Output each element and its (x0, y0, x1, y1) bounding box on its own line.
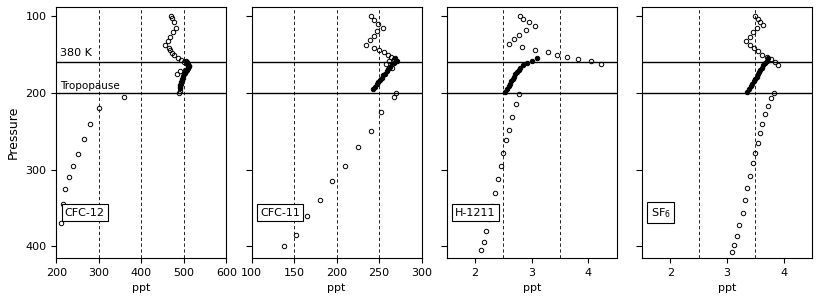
Text: CFC-12: CFC-12 (65, 208, 105, 218)
Text: Tropopause: Tropopause (60, 81, 120, 91)
Text: CFC-11: CFC-11 (260, 208, 300, 218)
X-axis label: ppt: ppt (328, 283, 346, 293)
X-axis label: ppt: ppt (523, 283, 541, 293)
Text: H-1211: H-1211 (455, 208, 495, 218)
Y-axis label: Pressure: Pressure (7, 106, 20, 159)
Text: 380 K: 380 K (60, 48, 92, 58)
X-axis label: ppt: ppt (132, 283, 151, 293)
X-axis label: ppt: ppt (717, 283, 736, 293)
Text: SF$_6$: SF$_6$ (650, 206, 671, 220)
